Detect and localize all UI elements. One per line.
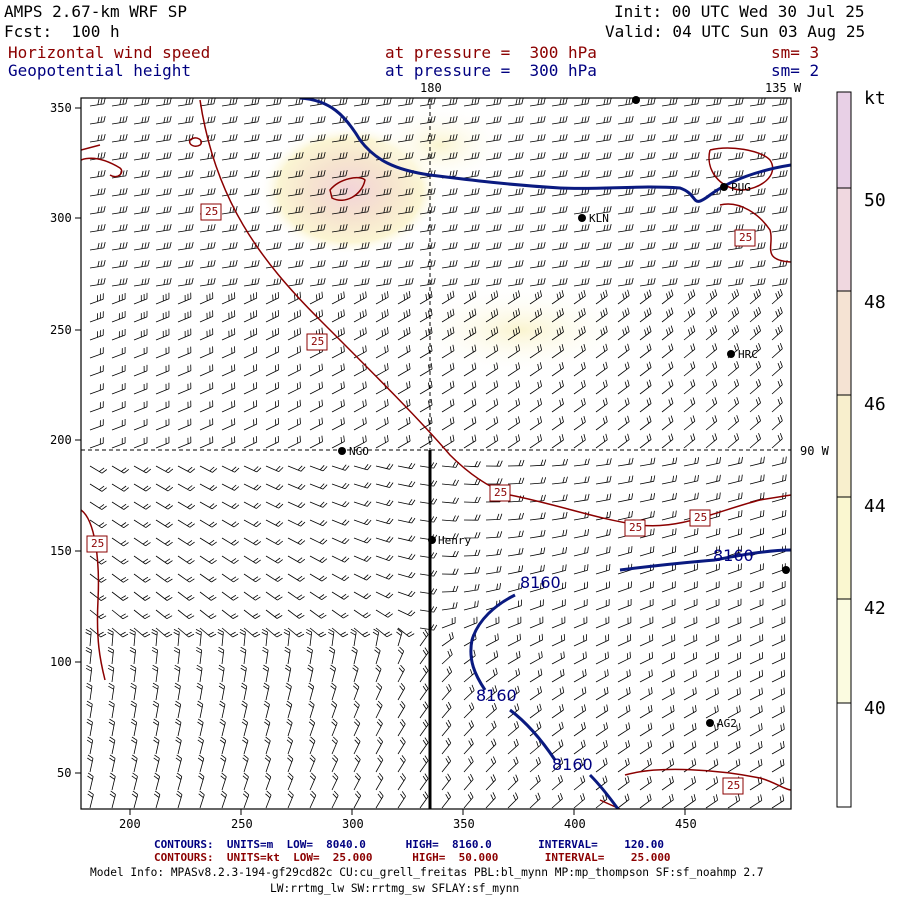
height-label: 8160 — [713, 546, 754, 565]
speed-contour-50 — [329, 177, 366, 201]
colorbar-label: 46 — [864, 394, 886, 415]
station-label: NGO — [349, 445, 369, 458]
speed-contour-25-left — [81, 144, 123, 178]
init-time: Init: 00 UTC Wed 30 Jul 25 — [614, 2, 865, 21]
lon-label-90w: 90 W — [800, 444, 829, 458]
field1-level: at pressure = 300 hPa — [385, 43, 597, 62]
colorbar-unit: kt — [864, 88, 886, 109]
axis-ticks — [75, 107, 686, 815]
map-frame — [80, 97, 792, 810]
field2-smoothing: sm= 2 — [771, 61, 820, 80]
station-label: PUG — [731, 181, 751, 194]
colorbar-label: 40 — [864, 698, 886, 719]
height-label: 8160 — [520, 573, 561, 592]
y-tick-250: 250 — [50, 323, 72, 337]
station-label: Henry — [438, 534, 472, 547]
speed-label: 25 — [494, 486, 508, 499]
colorbar-label: 42 — [864, 598, 886, 619]
speed-label: 25 — [205, 205, 219, 218]
field1-name: Horizontal wind speed — [8, 43, 211, 62]
x-tick-300: 300 — [342, 817, 364, 831]
y-tick-100: 100 — [50, 655, 72, 669]
field2-name: Geopotential height — [8, 61, 192, 80]
height-contour-8160-bottom — [509, 708, 620, 809]
speed-label: 25 — [739, 231, 753, 244]
speed-contour-25-bottomright — [599, 768, 791, 809]
wind-barb-field — [85, 98, 788, 809]
y-tick-200: 200 — [50, 433, 72, 447]
station-label: AG2 — [717, 717, 737, 730]
x-tick-400: 400 — [564, 817, 586, 831]
height-label: 8160 — [476, 686, 517, 705]
colorbar — [836, 91, 852, 808]
height-contour-8160-right — [619, 548, 791, 572]
lon-label-180: 180 — [420, 81, 442, 95]
speed-label: 25 — [727, 779, 741, 792]
speed-contour-25-topright — [708, 147, 774, 191]
shaded-wind-speed — [260, 105, 640, 375]
colorbar-label: 48 — [864, 292, 886, 313]
forecast-hour: Fcst: 100 h — [4, 22, 120, 41]
station-label: HRC — [738, 348, 758, 361]
wind-barbs — [85, 98, 788, 809]
model-title: AMPS 2.67-km WRF SP — [4, 2, 188, 21]
y-tick-350: 350 — [50, 101, 72, 115]
height-contour-top — [299, 98, 791, 203]
x-tick-250: 250 — [231, 817, 253, 831]
valid-time: Valid: 04 UTC Sun 03 Aug 25 — [605, 22, 866, 41]
y-tick-150: 150 — [50, 544, 72, 558]
y-tick-50: 50 — [57, 766, 72, 780]
speed-label: 25 — [629, 521, 643, 534]
speed-label: 25 — [694, 511, 708, 524]
field2-level: at pressure = 300 hPa — [385, 61, 597, 80]
footer-height-contours: CONTOURS: UNITS=m LOW= 8040.0 HIGH= 8160… — [154, 838, 664, 851]
field1-smoothing: sm= 3 — [771, 43, 820, 62]
speed-contour-25-main — [199, 99, 791, 527]
lon-label-135w: 135 W — [765, 81, 802, 95]
x-tick-350: 350 — [453, 817, 475, 831]
speed-label: 25 — [91, 537, 105, 550]
y-tick-300: 300 — [50, 211, 72, 225]
height-contour-8160-curve — [469, 593, 516, 691]
station-dots — [338, 96, 790, 727]
footer-speed-contours: CONTOURS: UNITS=kt LOW= 25.000 HIGH= 50.… — [154, 851, 671, 864]
x-tick-200: 200 — [119, 817, 141, 831]
colorbar-label: 50 — [864, 190, 886, 211]
footer-model-info: Model Info: MPASv8.2.3-194-gf29cd82c CU:… — [90, 866, 764, 879]
height-label: 8160 — [552, 755, 593, 774]
station-label: KLN — [589, 212, 609, 225]
speed-label: 25 — [311, 335, 325, 348]
colorbar-label: 44 — [864, 496, 886, 517]
footer-model-info-2: LW:rrtmg_lw SW:rrtmg_sw SFLAY:sf_mynn — [270, 882, 520, 895]
x-tick-450: 450 — [675, 817, 697, 831]
